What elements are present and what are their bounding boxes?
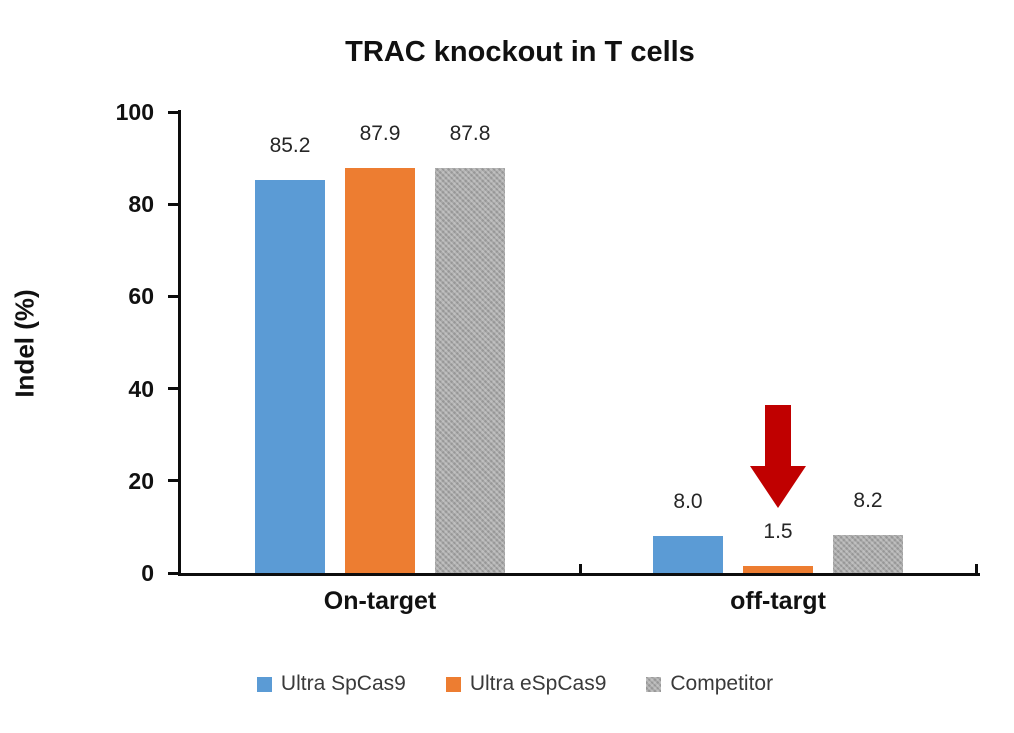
y-tick-mark — [168, 202, 178, 206]
x-axis-line — [178, 573, 980, 576]
bar-competitor-on-target — [435, 168, 505, 573]
legend: Ultra SpCas9 Ultra eSpCas9 Competitor — [0, 672, 1014, 696]
y-tick-mark — [168, 387, 178, 391]
y-tick-mark — [168, 294, 178, 298]
legend-item-competitor: Competitor — [646, 672, 773, 696]
y-tick-mark — [168, 571, 178, 575]
legend-label: Ultra eSpCas9 — [469, 672, 607, 695]
highlight-arrow-icon — [750, 405, 806, 509]
bar-competitor-off-targt — [833, 535, 903, 573]
y-axis-title: Indel (%) — [9, 289, 40, 398]
legend-marker-icon — [445, 676, 461, 692]
x-category-tick — [579, 564, 582, 573]
y-tick-label: 60 — [128, 283, 154, 310]
bar-ultra-spcas9-on-target — [255, 180, 325, 573]
bar-ultra-espcas9-off-targt — [743, 566, 813, 573]
y-tick-label: 0 — [141, 560, 154, 586]
y-tick-mark — [168, 479, 178, 483]
legend-label: Ultra SpCas9 — [280, 672, 406, 695]
data-label-competitor-off-targt: 8.2 — [853, 489, 883, 513]
y-tick-label: 40 — [128, 375, 154, 402]
legend-marker-icon — [256, 676, 272, 692]
chart-title: TRAC knockout in T cells — [345, 36, 695, 68]
y-tick-label: 100 — [115, 99, 154, 125]
legend-marker-icon — [646, 676, 662, 692]
legend-item-ultra-espcas9: Ultra eSpCas9 — [445, 672, 607, 696]
category-label-on-target: On-target — [323, 587, 437, 615]
data-label-ultra-spcas9-on-target: 85.2 — [269, 134, 311, 158]
legend-item-ultra-spcas9: Ultra SpCas9 — [256, 672, 406, 696]
x-category-tick — [975, 564, 978, 573]
data-label-ultra-espcas9-off-targt: 1.5 — [763, 520, 793, 544]
y-tick-label: 20 — [128, 467, 154, 494]
legend-label: Competitor — [670, 672, 774, 695]
data-label-ultra-spcas9-off-targt: 8.0 — [673, 490, 703, 514]
y-tick-mark — [168, 110, 178, 114]
y-axis-line — [178, 110, 181, 576]
category-label-off-targt: off-targt — [730, 587, 826, 615]
data-label-competitor-on-target: 87.8 — [449, 122, 491, 146]
bar-ultra-spcas9-off-targt — [653, 536, 723, 573]
bar-ultra-espcas9-on-target — [345, 167, 415, 573]
data-label-ultra-espcas9-on-target: 87.9 — [359, 121, 401, 145]
y-tick-label: 80 — [128, 191, 154, 218]
